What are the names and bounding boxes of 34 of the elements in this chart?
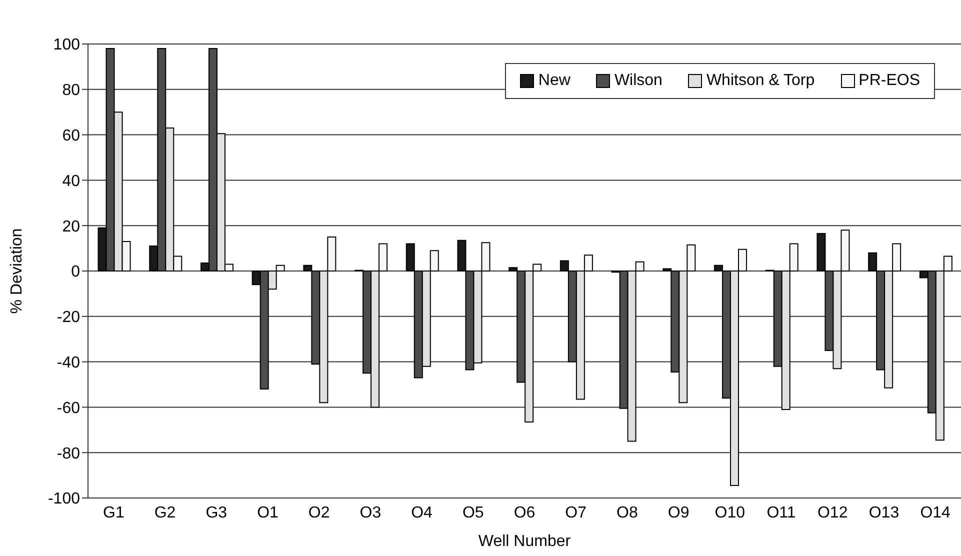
y-tick-label: 20 xyxy=(62,218,80,236)
y-tick-label: -80 xyxy=(56,445,80,462)
x-tick-label: O8 xyxy=(616,504,638,522)
x-tick-label: O7 xyxy=(565,504,587,522)
x-axis-title: Well Number xyxy=(478,533,572,550)
legend-label: Wilson xyxy=(613,72,662,90)
x-tick-label: O1 xyxy=(257,504,279,522)
x-tick-label: O9 xyxy=(668,504,690,522)
x-tick-label: O13 xyxy=(868,504,900,522)
x-tick-label: O2 xyxy=(308,504,330,522)
x-tick-label: O10 xyxy=(714,504,746,522)
y-tick-label: 80 xyxy=(62,82,80,100)
x-tick-label: O6 xyxy=(514,504,536,522)
y-tick-label: -20 xyxy=(56,309,80,326)
y-tick-label: -40 xyxy=(56,354,80,372)
y-tick-label: 0 xyxy=(71,264,80,281)
y-tick-label: 60 xyxy=(62,127,80,144)
y-tick-label: -60 xyxy=(56,400,80,417)
x-tick-label: O4 xyxy=(411,504,433,522)
y-tick-label: -100 xyxy=(48,490,80,508)
y-tick-label: 100 xyxy=(53,36,80,54)
x-tick-label: G3 xyxy=(206,504,228,522)
x-tick-label: O3 xyxy=(360,504,382,522)
x-tick-label: G1 xyxy=(103,504,124,522)
legend-label: Whitson & Torp xyxy=(705,72,815,90)
x-tick-label: O12 xyxy=(817,504,848,522)
x-tick-label: O5 xyxy=(462,504,484,522)
y-tick-label: 40 xyxy=(62,172,80,190)
legend-label: PR-EOS xyxy=(858,72,920,90)
x-tick-label: G2 xyxy=(154,504,176,522)
x-tick-label: O14 xyxy=(920,504,951,522)
x-tick-label: O11 xyxy=(766,504,796,522)
legend-label: New xyxy=(537,72,570,90)
y-axis-title: % Deviation xyxy=(8,228,26,314)
